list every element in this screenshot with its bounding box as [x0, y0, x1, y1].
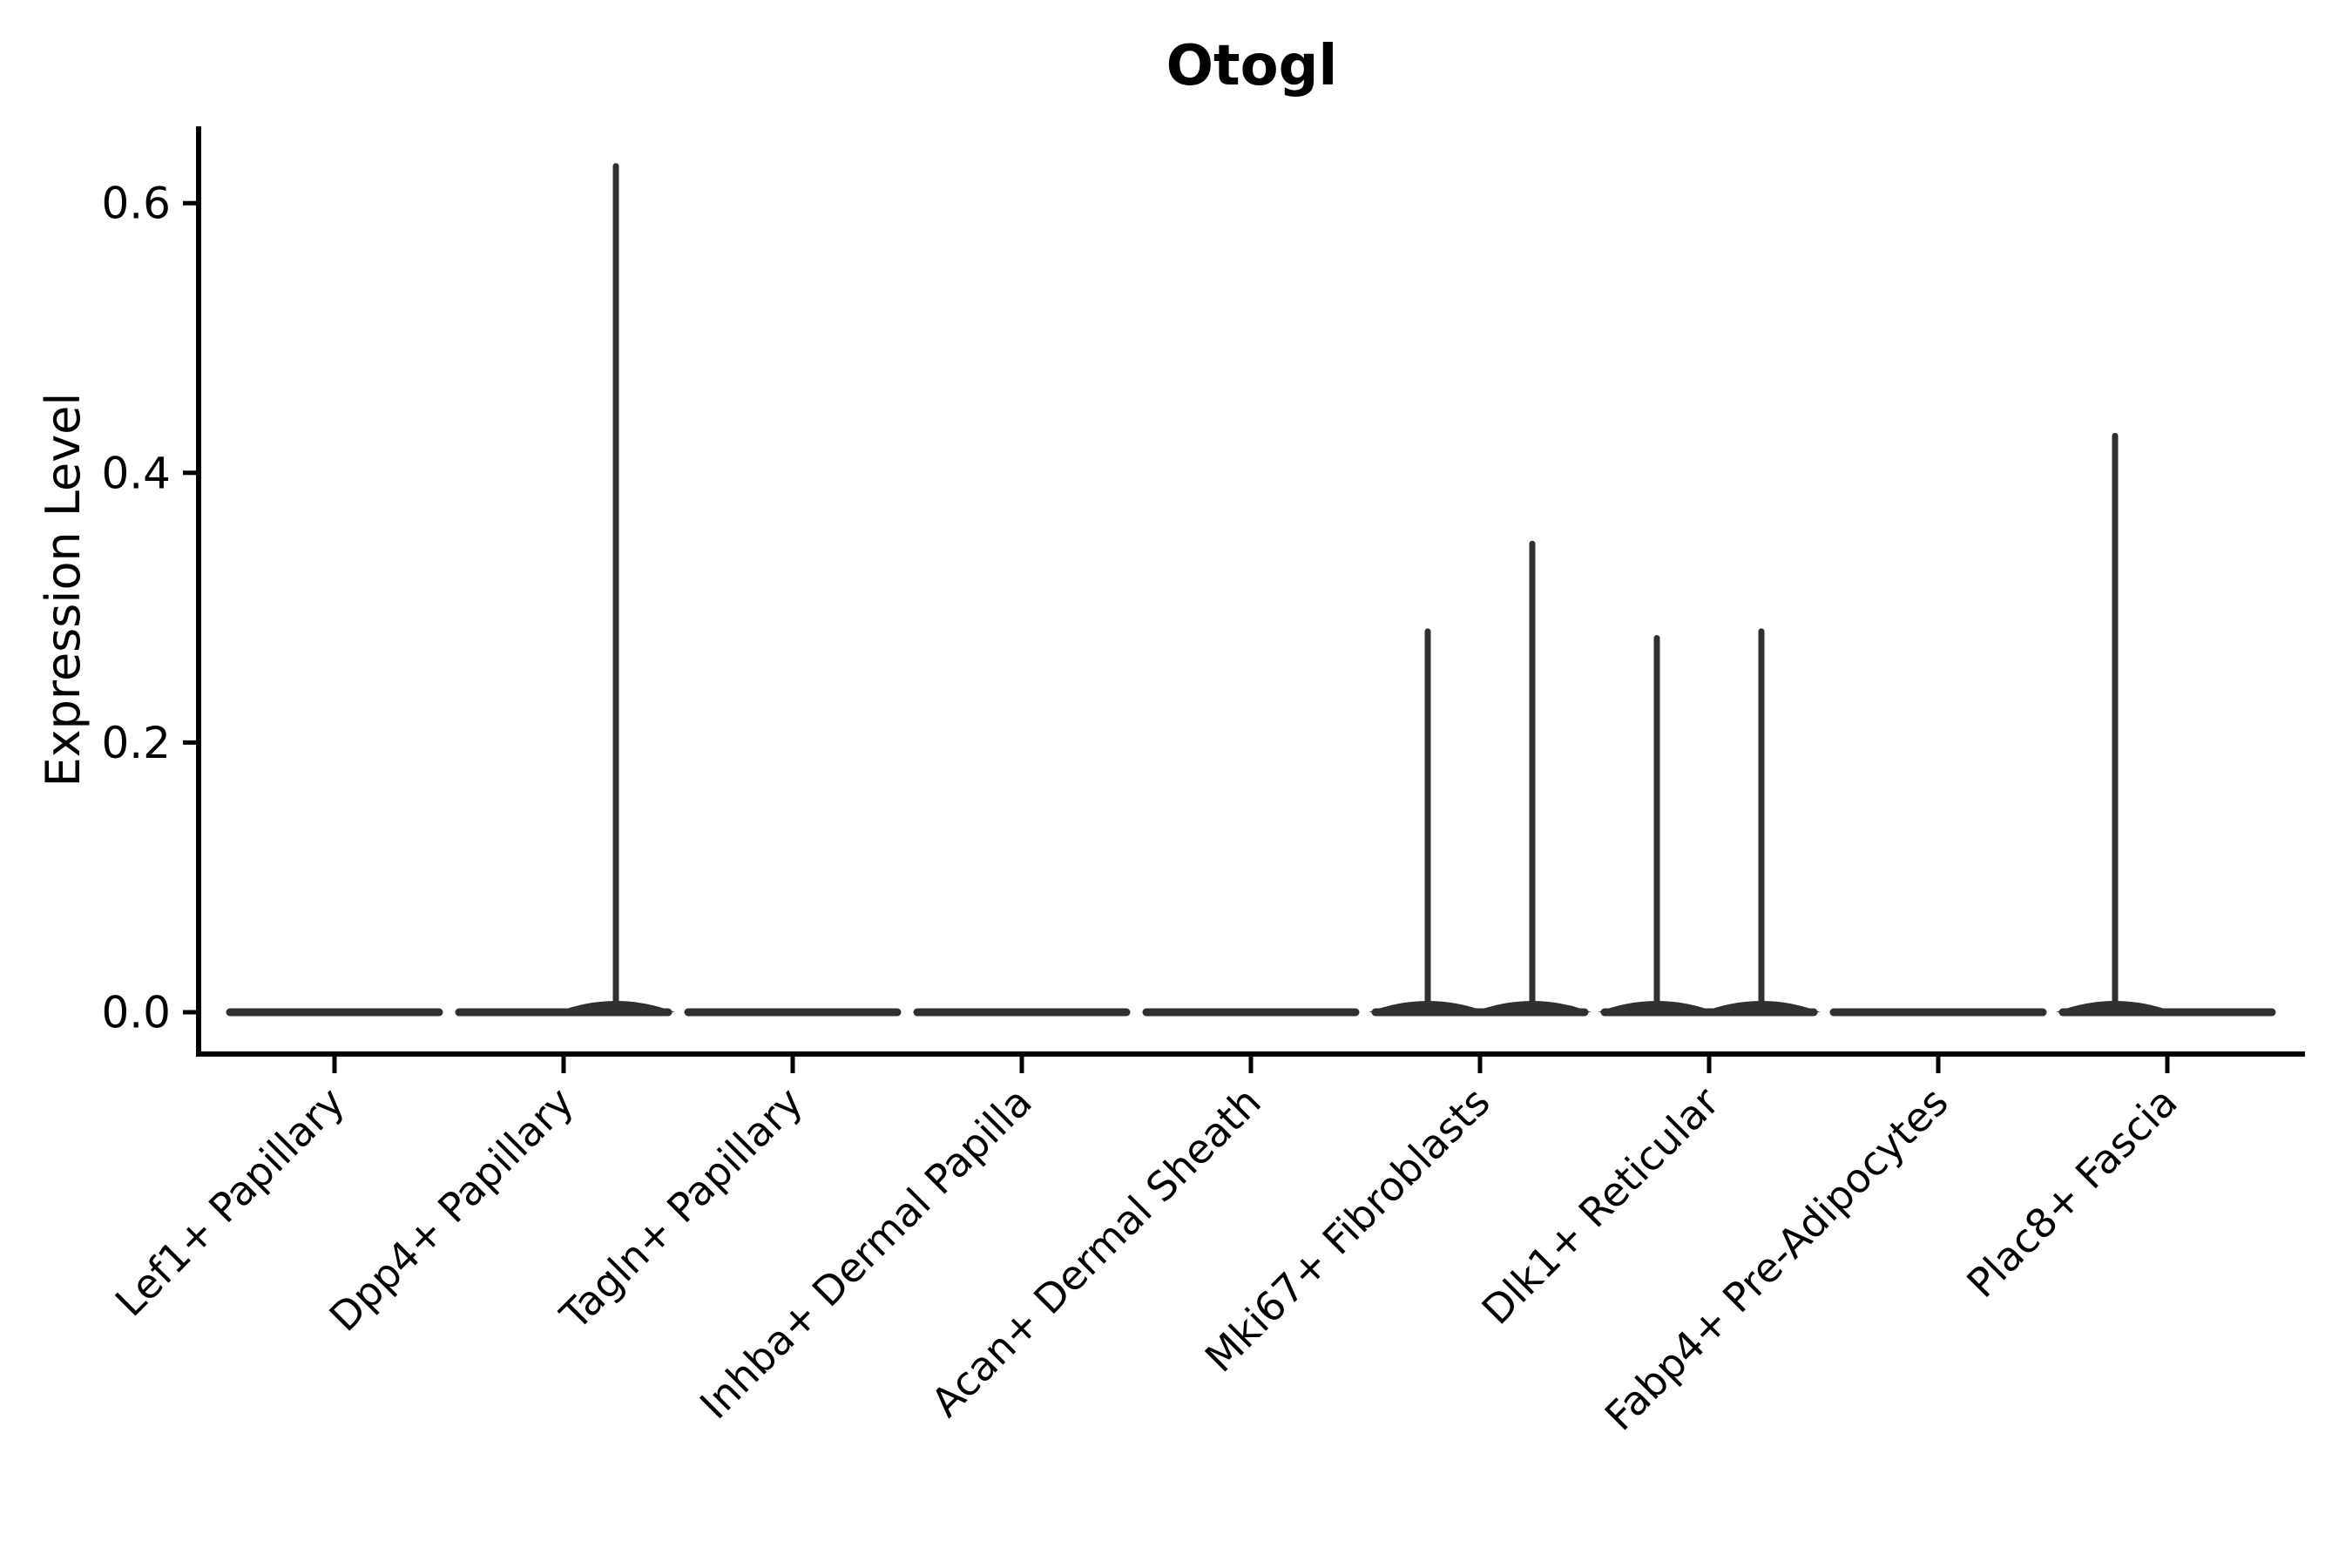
x-tick-label: Tagln+ Papillary — [551, 1078, 812, 1340]
chart-title: Otogl — [1166, 34, 1338, 98]
x-tick-label: Plac8+ Fascia — [1957, 1078, 2186, 1307]
y-tick-label: 0.4 — [101, 448, 171, 498]
y-tick-label: 0.6 — [101, 179, 171, 229]
x-tick-label: Dpp4+ Papillary — [321, 1078, 583, 1341]
y-tick-label: 0.0 — [101, 988, 171, 1038]
y-axis-label: Expression Level — [36, 393, 91, 787]
x-tick-label: Dlk1+ Reticular — [1473, 1078, 1728, 1334]
x-tick-label: Lef1+ Papillary — [106, 1078, 354, 1326]
y-tick-label: 0.2 — [101, 718, 171, 768]
